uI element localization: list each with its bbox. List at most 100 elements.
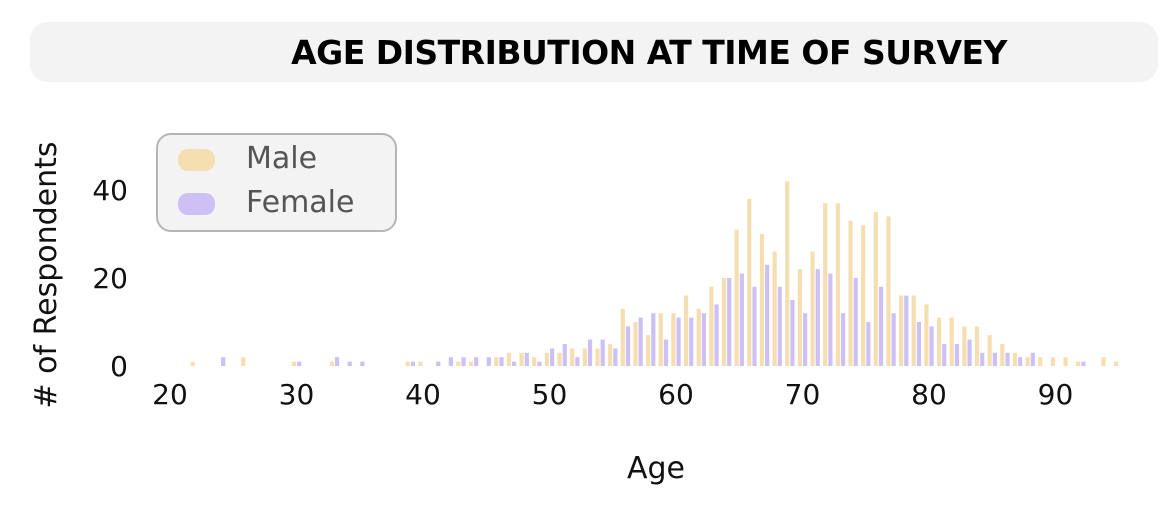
bar-female-age-67: [765, 264, 770, 366]
bar-male-age-22: [190, 361, 195, 366]
bar-male-age-30: [291, 361, 296, 366]
bar-male-age-52: [570, 348, 575, 366]
bar-male-age-70: [797, 269, 802, 366]
bar-male-age-82: [949, 317, 954, 366]
bar-female-age-56: [625, 326, 631, 366]
bar-female-age-46: [499, 357, 504, 366]
bar-female-age-88: [1030, 352, 1035, 366]
bar-female-age-55: [613, 348, 618, 366]
x-tick-90: 90: [1038, 378, 1074, 411]
bar-male-age-48: [519, 352, 524, 366]
bar-male-age-89: [1038, 357, 1043, 366]
bar-male-age-86: [1000, 344, 1005, 366]
bar-female-age-82: [954, 344, 959, 366]
bar-male-age-80: [924, 304, 929, 366]
bar-female-age-42: [448, 357, 453, 366]
bar-male-age-87: [1012, 352, 1018, 366]
legend-label-female: Female: [246, 185, 354, 220]
bar-male-age-43: [456, 361, 461, 366]
bar-female-age-64: [727, 278, 732, 366]
bar-female-age-60: [676, 317, 681, 366]
bar-male-age-55: [608, 344, 613, 366]
bar-male-age-59: [658, 313, 663, 366]
x-tick-80: 80: [911, 378, 947, 411]
bar-female-age-52: [575, 357, 580, 366]
x-tick-30: 30: [279, 378, 315, 411]
bar-female-age-59: [663, 339, 669, 366]
bar-female-age-84: [980, 352, 985, 366]
bar-female-age-53: [587, 339, 593, 366]
bar-male-age-61: [683, 295, 689, 366]
bar-male-age-66: [747, 198, 752, 366]
bar-female-age-63: [714, 304, 719, 366]
bar-female-age-65: [739, 273, 744, 366]
bar-female-age-35: [360, 361, 365, 366]
legend-label-male: Male: [246, 141, 317, 176]
bar-male-age-78: [899, 295, 904, 366]
y-axis-label: # of Respondents: [29, 141, 64, 408]
x-tick-60: 60: [658, 378, 694, 411]
bar-female-age-50: [550, 348, 555, 366]
bar-female-age-66: [752, 286, 757, 366]
x-tick-50: 50: [532, 378, 568, 411]
bar-male-age-63: [709, 286, 714, 366]
bar-male-age-75: [861, 225, 866, 366]
bar-female-age-85: [992, 352, 997, 366]
bar-male-age-67: [759, 234, 765, 366]
bar-male-age-50: [544, 352, 549, 366]
x-tick-40: 40: [405, 378, 441, 411]
bar-female-age-24: [221, 357, 226, 366]
bar-female-age-51: [562, 344, 567, 366]
bar-male-age-92: [1076, 361, 1081, 366]
bar-female-age-83: [967, 339, 972, 366]
bar-male-age-73: [835, 203, 840, 366]
bar-female-age-73: [840, 313, 846, 366]
legend: Male Female: [156, 133, 397, 232]
y-tick-40: 40: [92, 174, 128, 207]
bar-male-age-69: [785, 181, 790, 366]
bar-female-age-76: [878, 286, 884, 366]
bar-male-age-57: [633, 322, 638, 366]
bar-male-age-81: [936, 317, 942, 366]
y-tick-20: 20: [92, 262, 128, 295]
bar-male-age-83: [962, 326, 967, 366]
x-tick-20: 20: [152, 378, 188, 411]
bar-male-age-90: [1050, 357, 1055, 366]
bar-female-age-43: [461, 357, 466, 366]
chart-title: AGE DISTRIBUTION AT TIME OF SURVEY: [291, 32, 1007, 72]
bar-female-age-57: [638, 317, 643, 366]
bar-male-age-47: [506, 352, 512, 366]
bar-male-age-26: [241, 357, 246, 366]
bar-male-age-85: [987, 335, 992, 366]
bar-female-age-39: [410, 361, 416, 366]
bar-female-age-30: [297, 361, 302, 366]
bar-male-age-94: [1101, 357, 1106, 366]
y-tick-labels: 0 20 40: [92, 174, 128, 383]
bar-female-age-77: [891, 313, 896, 366]
bar-male-age-91: [1063, 357, 1068, 366]
y-tick-0: 0: [110, 350, 128, 383]
x-tick-70: 70: [785, 378, 821, 411]
bar-female-age-33: [334, 357, 340, 366]
bar-female-age-87: [1018, 357, 1023, 366]
bar-male-age-49: [532, 357, 537, 366]
bar-female-age-45: [486, 357, 491, 366]
legend-box: [156, 133, 397, 232]
bar-female-age-80: [929, 326, 934, 366]
bar-male-age-39: [405, 361, 410, 366]
bar-male-age-56: [620, 308, 625, 366]
bar-male-age-44: [468, 361, 474, 366]
bar-male-age-88: [1025, 357, 1030, 366]
bar-female-age-68: [777, 286, 782, 366]
bars-group: [190, 181, 1119, 366]
bar-male-age-76: [873, 212, 878, 366]
bar-male-age-64: [721, 278, 727, 366]
bar-male-age-72: [823, 203, 828, 366]
bar-male-age-79: [911, 295, 916, 366]
chart-title-bar: AGE DISTRIBUTION AT TIME OF SURVEY: [30, 22, 1158, 82]
bar-male-age-65: [734, 229, 739, 366]
bar-female-age-79: [916, 322, 922, 366]
bar-female-age-81: [942, 344, 947, 366]
bar-female-age-74: [853, 278, 858, 366]
